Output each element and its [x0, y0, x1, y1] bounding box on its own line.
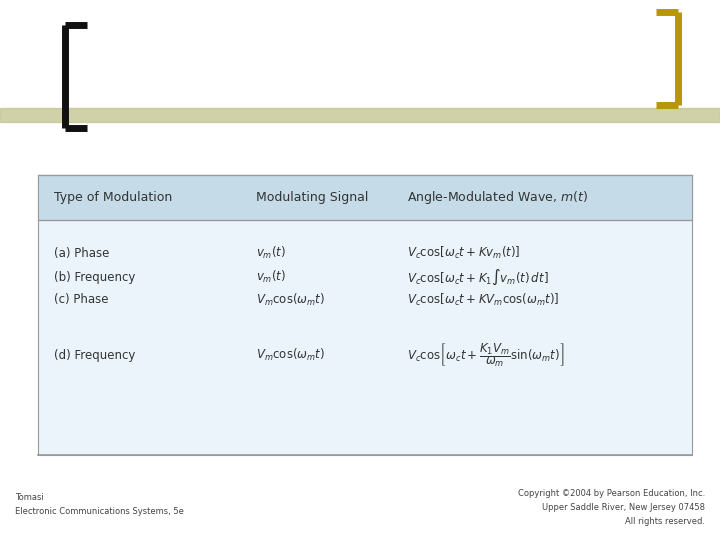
Text: (a) Phase: (a) Phase [54, 246, 109, 260]
Text: (b) Frequency: (b) Frequency [54, 271, 135, 284]
Text: Electronic Communications Systems, 5e: Electronic Communications Systems, 5e [15, 507, 184, 516]
Text: Angle-Modulated Wave, $m(t)$: Angle-Modulated Wave, $m(t)$ [407, 189, 588, 206]
Text: $v_m(t)$: $v_m(t)$ [256, 269, 286, 285]
Text: $V_c\cos\!\left[\omega_c t + \dfrac{K_1 V_m}{\omega_m}\sin(\omega_m t)\right]$: $V_c\cos\!\left[\omega_c t + \dfrac{K_1 … [407, 341, 564, 369]
Text: (c) Phase: (c) Phase [54, 294, 109, 307]
Text: Copyright ©2004 by Pearson Education, Inc.: Copyright ©2004 by Pearson Education, In… [518, 489, 705, 498]
Text: $V_c\cos[\omega_c t + Kv_m(t)]$: $V_c\cos[\omega_c t + Kv_m(t)]$ [407, 245, 521, 261]
Text: All rights reserved.: All rights reserved. [625, 517, 705, 526]
Bar [38, 175, 692, 455]
Text: Modulating Signal: Modulating Signal [256, 191, 368, 204]
Text: $V_m\cos(\omega_m t)$: $V_m\cos(\omega_m t)$ [256, 292, 325, 308]
Bar [38, 175, 692, 220]
Text: Upper Saddle River, New Jersey 07458: Upper Saddle River, New Jersey 07458 [542, 503, 705, 512]
Text: $v_m(t)$: $v_m(t)$ [256, 245, 286, 261]
Text: (d) Frequency: (d) Frequency [54, 348, 135, 361]
Text: $V_m\cos(\omega_m t)$: $V_m\cos(\omega_m t)$ [256, 347, 325, 363]
Text: Type of Modulation: Type of Modulation [54, 191, 172, 204]
Text: Tomasi: Tomasi [15, 493, 44, 502]
Text: $V_c\cos[\omega_c t + KV_m\cos(\omega_m t)]$: $V_c\cos[\omega_c t + KV_m\cos(\omega_m … [407, 292, 559, 308]
Bar [0, 108, 720, 122]
Text: $V_c\cos[\omega_c t + K_1{\int}v_m(t)\,dt]$: $V_c\cos[\omega_c t + K_1{\int}v_m(t)\,d… [407, 267, 549, 287]
